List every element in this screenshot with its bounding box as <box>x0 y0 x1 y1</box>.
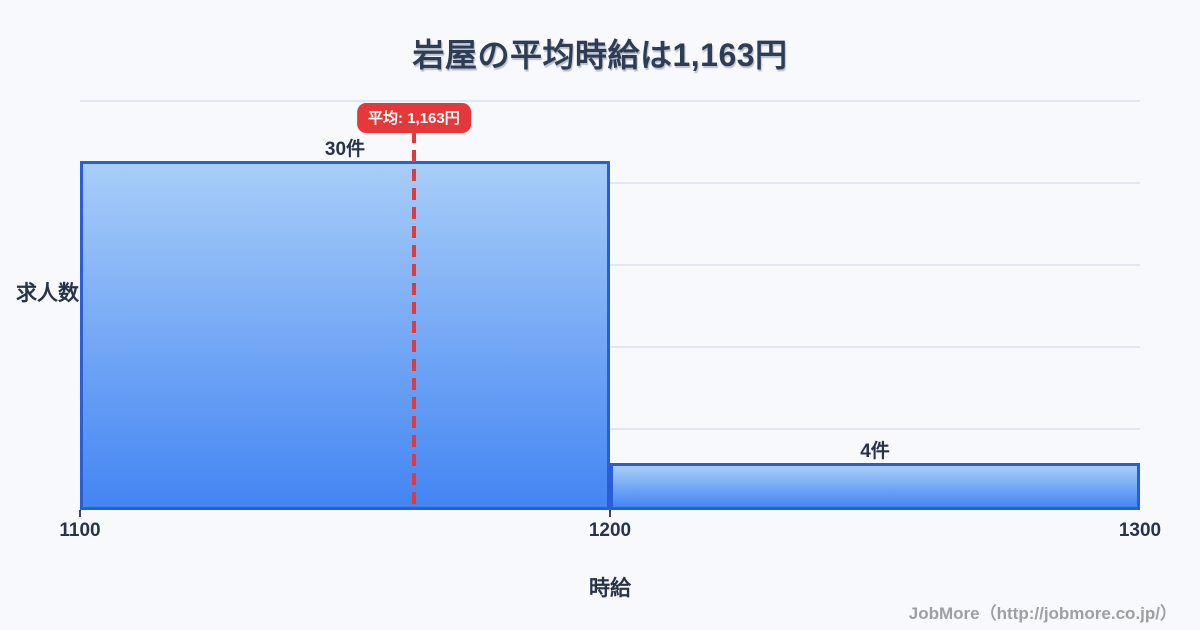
gridline <box>80 428 1140 430</box>
mean-value-badge: 平均: 1,163円 <box>357 103 471 133</box>
mean-dashed-line <box>411 131 416 510</box>
gridline <box>80 182 1140 184</box>
y-axis-label: 求人数 <box>16 282 79 305</box>
chart-title: 岩屋の平均時給は1,163円 <box>412 37 788 73</box>
gridline <box>80 100 1140 102</box>
bar-count-label: 30件 <box>324 139 366 160</box>
bar-count-label: 4件 <box>860 441 890 463</box>
x-tick-label: 1200 <box>588 520 632 541</box>
gridline <box>80 264 1140 266</box>
x-axis-label: 時給 <box>589 577 631 600</box>
x-tick-mark <box>609 510 611 517</box>
histogram-bar <box>610 463 1140 510</box>
histogram-bar <box>80 161 610 510</box>
x-tick-mark <box>79 510 81 517</box>
footer-credit: JobMore（http://jobmore.co.jp/） <box>908 604 1177 623</box>
x-tick-label: 1100 <box>59 520 101 541</box>
gridline <box>80 346 1140 348</box>
x-tick-label: 1300 <box>1118 520 1162 541</box>
